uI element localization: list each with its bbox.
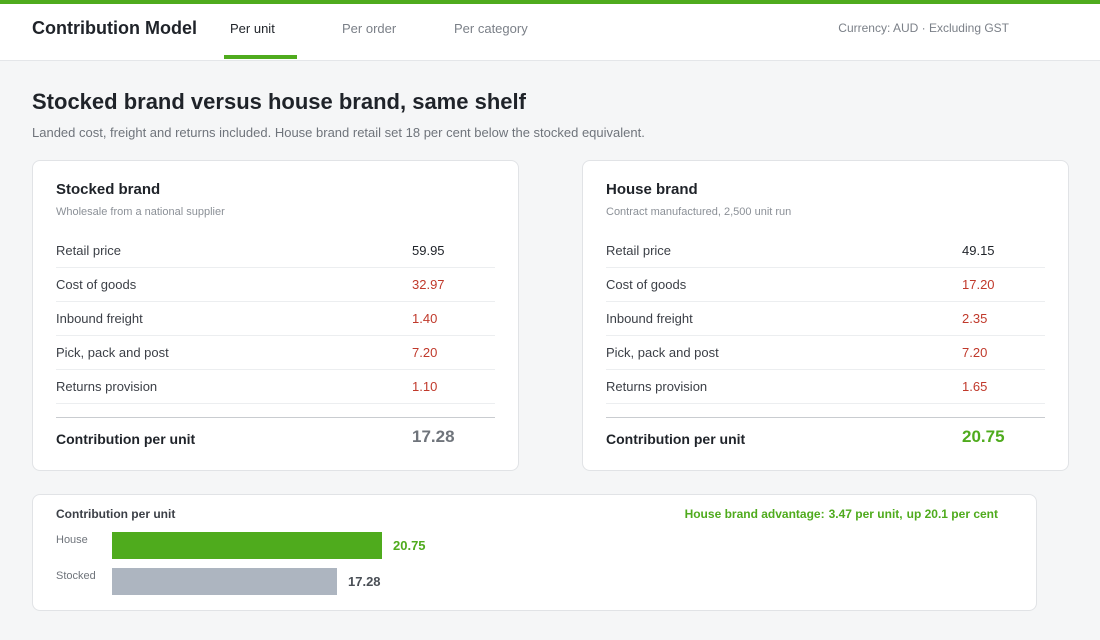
line-item-retail-price: Retail price 59.95	[56, 234, 495, 268]
app-title: Contribution Model	[32, 18, 197, 38]
line-item-value: 2.35	[962, 311, 988, 326]
tab-per-order[interactable]: Per order	[342, 21, 397, 36]
line-item-value: 59.95	[412, 243, 445, 258]
line-item-label: Retail price	[606, 243, 672, 258]
line-item-value: 1.10	[412, 379, 438, 394]
line-items: Retail price 49.15 Cost of goods 17.20 I…	[606, 234, 1045, 404]
line-item-label: Returns provision	[56, 379, 158, 394]
line-item-inbound-freight: Inbound freight 2.35	[606, 302, 1045, 336]
line-item-label: Returns provision	[606, 379, 708, 394]
contribution-total: Contribution per unit 20.75	[606, 417, 1045, 457]
top-navigation-bar: Contribution Model Per unit Per order Pe…	[0, 0, 1100, 61]
line-item-label: Retail price	[56, 243, 122, 258]
line-item-value: 17.20	[962, 277, 995, 292]
line-item-cost-of-goods: Cost of goods 32.97	[56, 268, 495, 302]
stocked-brand-card: Stocked brand Wholesale from a national …	[32, 160, 519, 471]
line-item-returns-provision: Returns provision 1.10	[56, 370, 495, 404]
page-title: Stocked brand versus house brand, same s…	[32, 89, 526, 114]
line-item-value: 7.20	[412, 345, 438, 360]
total-value: 17.28	[412, 427, 455, 446]
line-item-pick-pack-post: Pick, pack and post 7.20	[606, 336, 1045, 370]
card-subtitle: Contract manufactured, 2,500 unit run	[606, 206, 792, 218]
total-label: Contribution per unit	[56, 431, 196, 447]
page-subtitle: Landed cost, freight and returns include…	[32, 125, 645, 140]
currency-note: Currency: AUD · Excluding GST	[838, 21, 1009, 35]
tab-per-unit[interactable]: Per unit	[224, 4, 297, 60]
line-item-label: Inbound freight	[606, 311, 693, 326]
line-item-returns-provision: Returns provision 1.65	[606, 370, 1045, 404]
line-item-value: 49.15	[962, 243, 995, 258]
line-item-label: Cost of goods	[56, 277, 137, 292]
chart-title: Contribution per unit	[56, 507, 176, 521]
line-item-value: 7.20	[962, 345, 988, 360]
card-title: Stocked brand	[56, 181, 161, 198]
bar-house	[112, 532, 382, 559]
tab-per-category[interactable]: Per category	[454, 21, 528, 36]
line-item-label: Cost of goods	[606, 277, 687, 292]
comparison-chart-card: Contribution per unit House brand advant…	[32, 494, 1037, 611]
total-value: 20.75	[962, 427, 1005, 446]
line-item-pick-pack-post: Pick, pack and post 7.20	[56, 336, 495, 370]
advantage-label: House brand advantage:	[684, 507, 825, 521]
bar-label-stocked: Stocked	[56, 570, 96, 582]
line-item-label: Pick, pack and post	[606, 345, 719, 360]
card-subtitle: Wholesale from a national supplier	[56, 206, 225, 218]
line-items: Retail price 59.95 Cost of goods 32.97 I…	[56, 234, 495, 404]
line-item-label: Inbound freight	[56, 311, 143, 326]
line-item-retail-price: Retail price 49.15	[606, 234, 1045, 268]
contribution-total: Contribution per unit 17.28	[56, 417, 495, 457]
advantage-percent: up 20.1 per cent	[906, 507, 998, 521]
line-item-value: 32.97	[412, 277, 445, 292]
bar-label-house: House	[56, 534, 88, 546]
advantage-summary: House brand advantage: 3.47 per unit, up 2…	[681, 507, 998, 521]
advantage-amount: 3.47 per unit,	[828, 507, 903, 521]
card-title: House brand	[606, 181, 698, 198]
line-item-value: 1.40	[412, 311, 438, 326]
bar-value-house: 20.75	[393, 538, 426, 553]
line-item-inbound-freight: Inbound freight 1.40	[56, 302, 495, 336]
line-item-label: Pick, pack and post	[56, 345, 169, 360]
line-item-cost-of-goods: Cost of goods 17.20	[606, 268, 1045, 302]
bar-value-stocked: 17.28	[348, 574, 381, 589]
bar-stocked	[112, 568, 337, 595]
house-brand-card: House brand Contract manufactured, 2,500…	[582, 160, 1069, 471]
line-item-value: 1.65	[962, 379, 988, 394]
total-label: Contribution per unit	[606, 431, 746, 447]
